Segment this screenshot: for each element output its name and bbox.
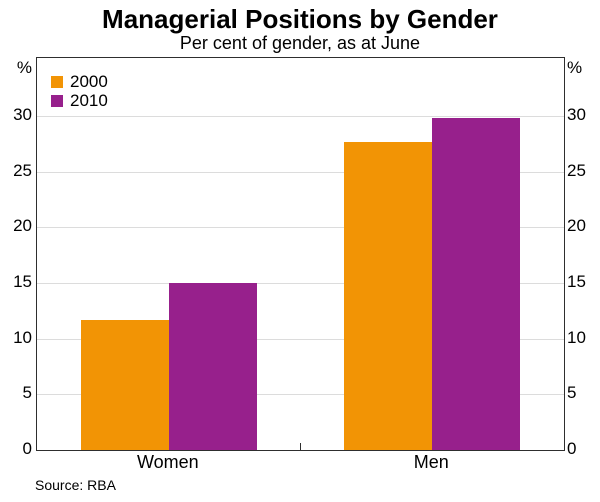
y-axis-label-left-0: 0 [22,439,32,458]
gridline-25 [37,171,564,173]
legend-swatch-2000 [51,75,63,88]
category-divider-tick [299,443,302,450]
legend: 2000 2010 [51,72,108,110]
category-label-women: Women [136,452,199,472]
y-axis-label-left-30: 30 [13,104,32,124]
gridline-10 [37,338,564,340]
y-axis-label-right-0: 0 [567,439,577,458]
bar-women-2010 [168,283,257,450]
legend-item-2010: 2010 [51,91,108,110]
gridline-15 [37,283,564,284]
y-axis-unit-right: % [567,58,583,77]
source-note: Source: RBA [35,477,116,493]
y-axis-label-right-5: 5 [567,383,577,403]
y-axis-label-left-20: 20 [13,216,32,236]
legend-label-2010: 2010 [70,91,108,110]
y-axis-label-right-20: 20 [567,216,586,236]
y-axis-unit-left: % [16,58,32,77]
y-axis-label-right-15: 15 [567,272,586,291]
gridline-5 [37,394,564,396]
chart-title: Managerial Positions by Gender [102,4,498,34]
gridline-20 [37,227,564,229]
gridline-30 [37,115,564,117]
category-label-men: Men [413,452,449,472]
plot-area [36,57,565,451]
y-axis-label-right-30: 30 [567,104,586,124]
chart-subtitle: Per cent of gender, as at June [179,33,421,53]
y-axis-label-left-25: 25 [13,160,32,180]
y-axis-label-left-5: 5 [22,383,32,403]
legend-swatch-2010 [51,94,63,107]
legend-item-2000: 2000 [51,72,108,91]
legend-label-2000: 2000 [70,72,108,91]
bar-women-2000 [80,319,169,450]
y-axis-label-right-25: 25 [567,160,586,180]
bar-men-2000 [344,141,433,450]
y-axis-label-right-10: 10 [567,327,586,347]
y-axis-label-left-10: 10 [13,327,32,347]
y-axis-label-left-15: 15 [13,272,32,291]
bar-men-2010 [432,118,521,450]
